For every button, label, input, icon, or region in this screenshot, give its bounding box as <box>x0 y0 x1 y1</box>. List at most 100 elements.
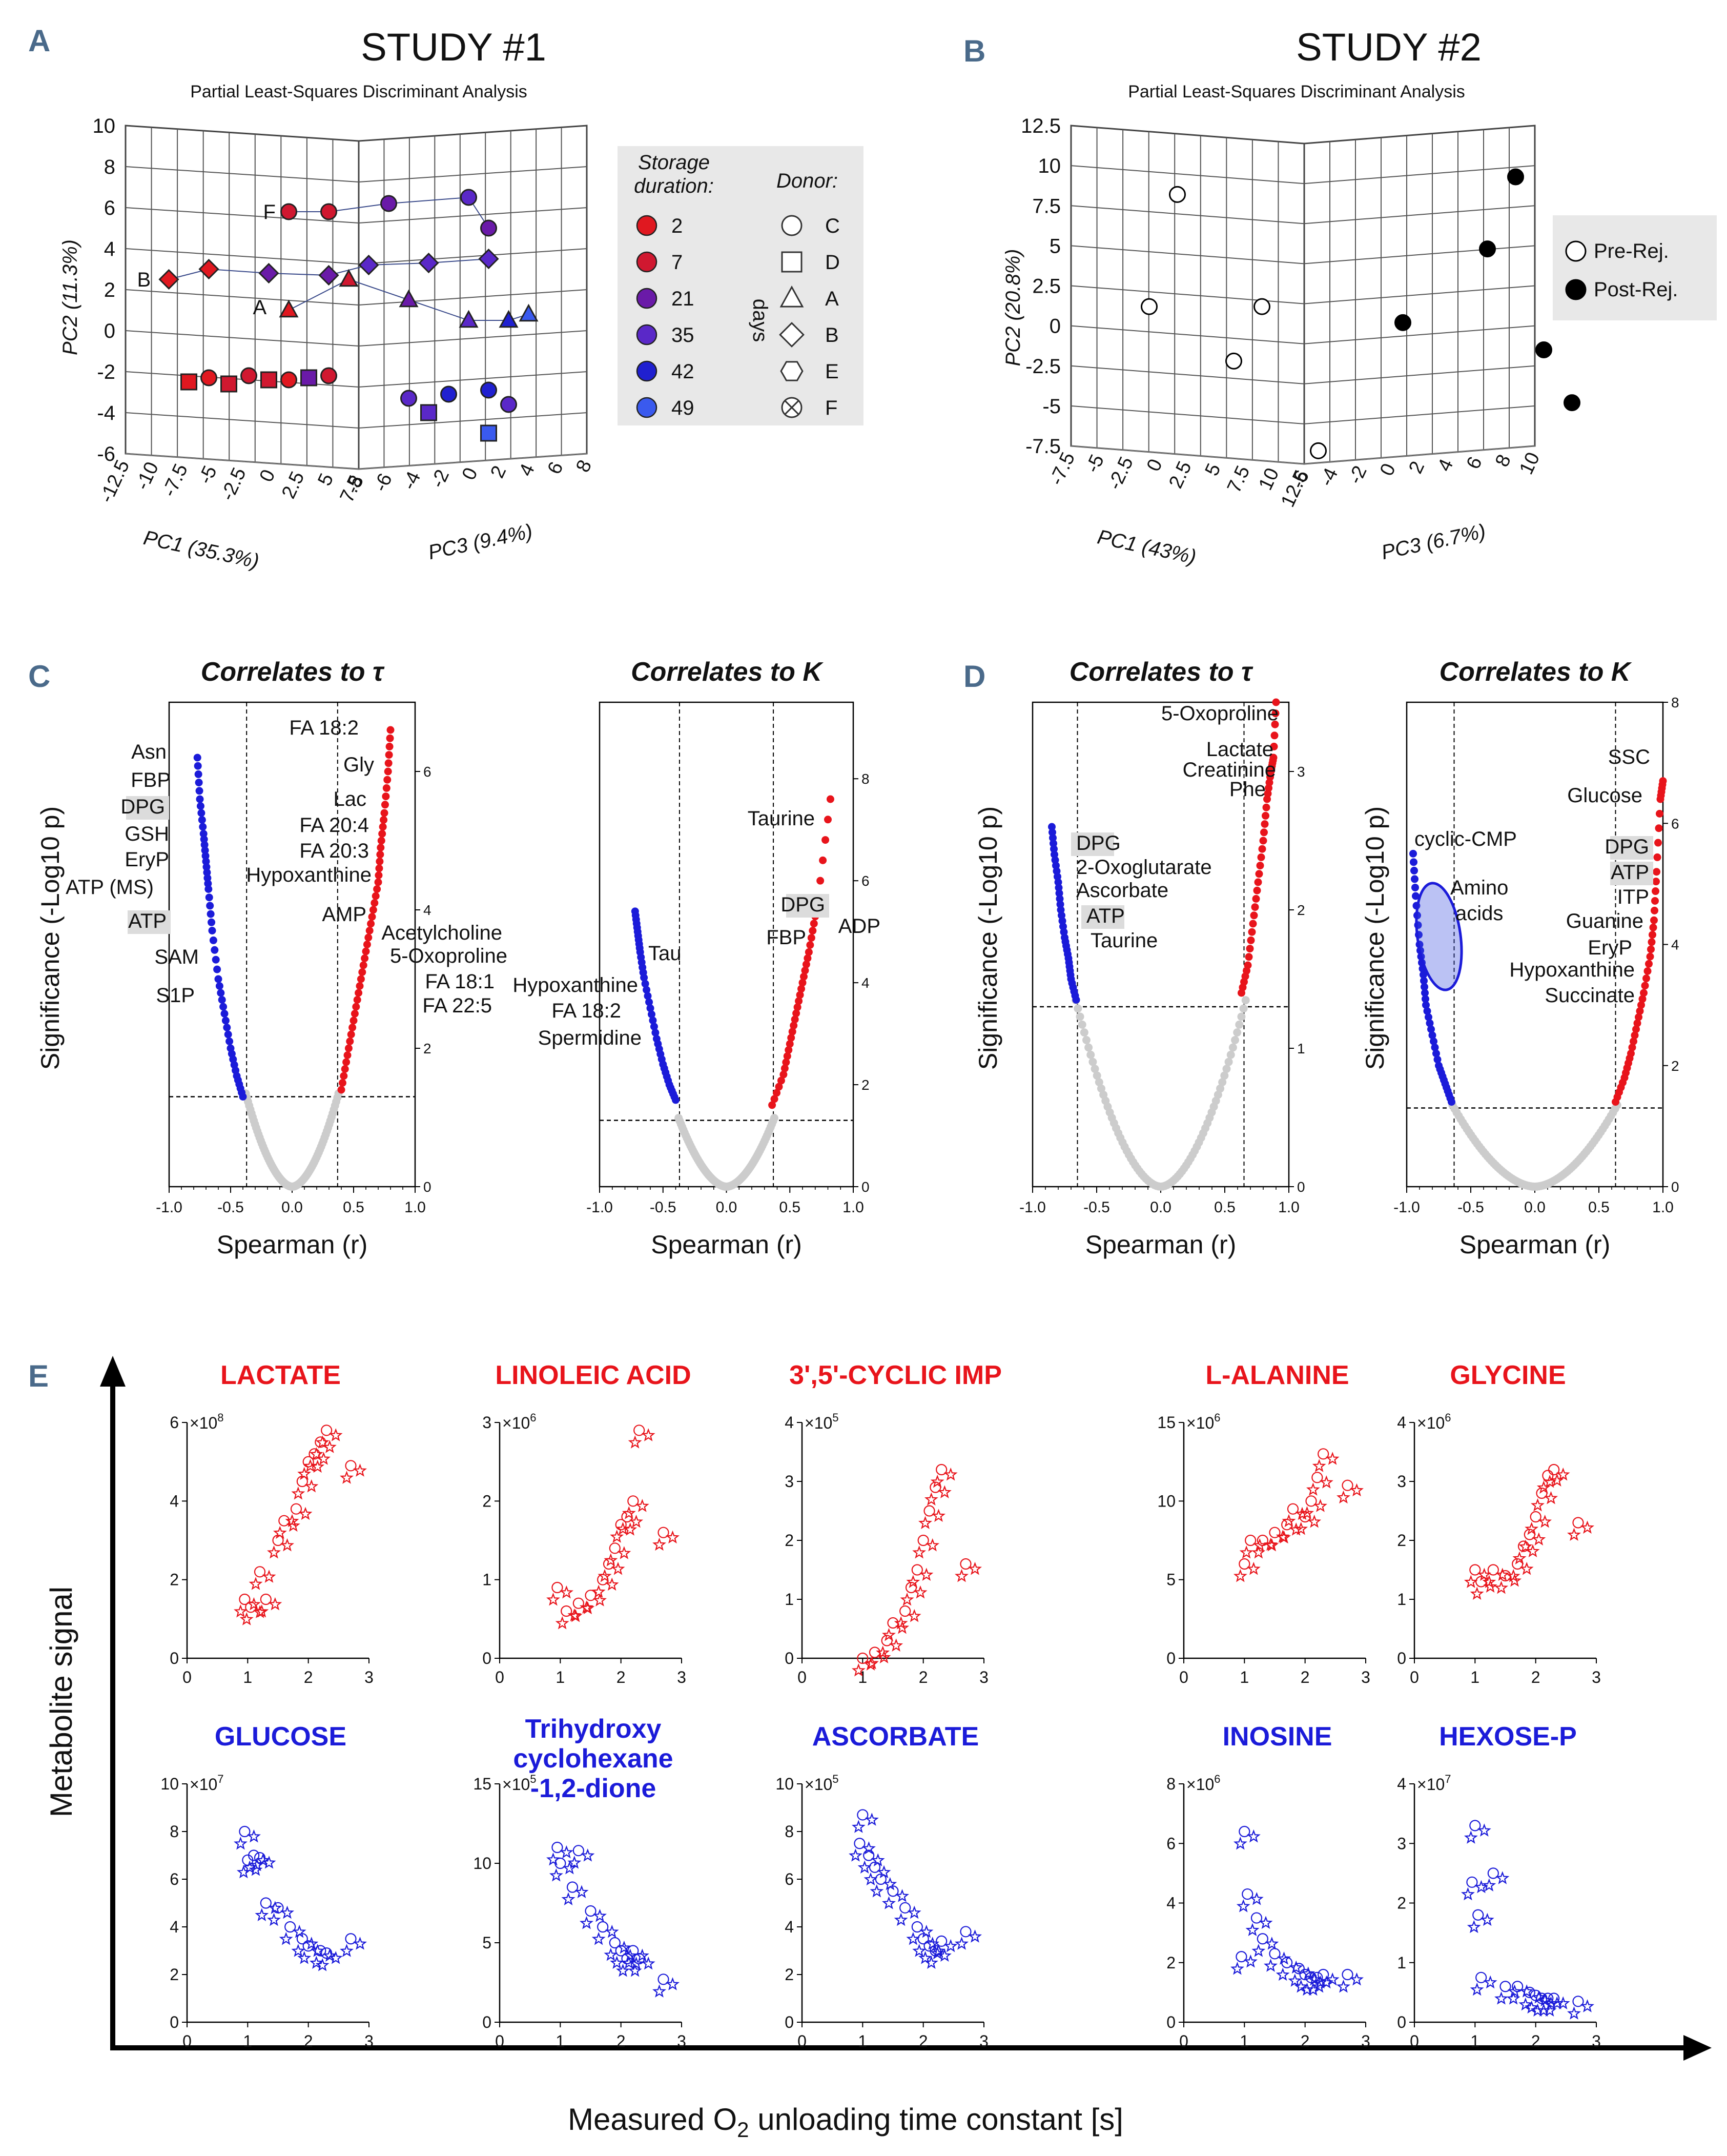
circle-marker <box>863 1849 875 1861</box>
negative-correlate-point <box>208 918 216 926</box>
circle-marker <box>1299 1968 1311 1981</box>
star-marker <box>918 1951 933 1964</box>
star-marker <box>1306 1482 1320 1496</box>
panel-c-kappa-title: Correlates to Κ <box>631 657 824 687</box>
star-marker <box>954 1937 969 1950</box>
star-marker <box>849 1848 862 1862</box>
negative-correlate-point <box>195 787 203 795</box>
star-marker <box>1506 1569 1520 1582</box>
panel-c-kappa-x-tick-label: 0.5 <box>779 1199 800 1216</box>
star-marker <box>340 1471 354 1484</box>
circle-marker <box>1472 1909 1484 1921</box>
positive-correlate-point <box>380 816 388 824</box>
negative-correlate-point <box>644 992 652 1000</box>
positive-correlate-point <box>386 734 394 742</box>
star-marker <box>279 1931 293 1945</box>
panel-e-bottom-1-multiplier-exp: 5 <box>530 1773 536 1785</box>
negative-correlate-point <box>205 893 213 902</box>
highlight-box <box>1610 836 1653 860</box>
panel-e-bottom-0-y-tick-label: 6 <box>170 1870 179 1888</box>
positive-correlate-point <box>341 1065 349 1073</box>
star-marker <box>1495 1871 1510 1884</box>
panel-d-tau-nonsig-point <box>1237 1012 1246 1021</box>
positive-correlate-point <box>807 934 815 942</box>
circle-marker <box>272 1534 284 1547</box>
panel-e-top-3-x-tick-label: 2 <box>1301 1668 1310 1686</box>
positive-correlate-point <box>1648 938 1656 946</box>
panel-d-tau-x-tick-label: 1.0 <box>1278 1199 1300 1216</box>
negative-correlate-point <box>194 770 202 778</box>
star-marker <box>1464 1830 1478 1844</box>
panel-e-x-label-subscript: 2 <box>737 2118 749 2142</box>
negative-correlate-point <box>196 795 204 803</box>
star-marker <box>610 1956 624 1969</box>
panel-e-top-2-x-tick-label: 3 <box>979 1668 989 1686</box>
positive-correlate-point <box>340 1072 348 1080</box>
negative-correlate-point <box>1425 1013 1432 1021</box>
panel-label-c: C <box>28 659 50 694</box>
positive-correlate-point <box>826 795 834 803</box>
panel-e-bottom-4-multiplier: ×107 <box>1417 1773 1451 1794</box>
panel-a-donor-c-point <box>500 396 517 413</box>
circle-marker <box>1239 1558 1250 1570</box>
positive-correlate-point <box>361 954 369 962</box>
panel-e-top-0-x-tick-label: 1 <box>243 1668 252 1686</box>
panel-e-x-label: Measured O2 unloading time constant [s] <box>568 2102 1123 2142</box>
panel-a-y-tick: 0 <box>104 320 115 342</box>
star-marker <box>604 1553 618 1567</box>
star-marker <box>1464 1575 1478 1588</box>
star-marker <box>931 1944 946 1957</box>
star-marker <box>280 1538 295 1552</box>
legend-storage-swatch <box>636 360 657 382</box>
panel-a-x-tick: -2.5 <box>217 464 251 504</box>
circle-marker <box>930 1945 941 1957</box>
star-marker <box>579 1916 594 1929</box>
circle-marker <box>1572 1517 1584 1529</box>
panel-e-top-1-y-tick-label: 0 <box>482 1649 491 1667</box>
panel-b-y-tick: 10 <box>1038 155 1061 177</box>
positive-correlate-point <box>1646 952 1654 961</box>
panel-a-donor-c-point <box>400 390 417 407</box>
star-marker <box>1350 1483 1364 1497</box>
panel-c-tau-label: DPG <box>120 796 165 818</box>
panel-e-top-2-x-tick-label: 0 <box>797 1668 807 1686</box>
circle-marker <box>345 1933 357 1945</box>
panel-e-top-4-y-tick-label: 1 <box>1397 1590 1406 1609</box>
circle-marker <box>1287 1503 1299 1515</box>
circle-marker <box>254 1566 266 1578</box>
star-marker <box>851 1820 866 1833</box>
panel-e-top-1-multiplier-exp: 6 <box>530 1411 536 1424</box>
negative-correlate-point <box>209 936 217 944</box>
positive-correlate-point <box>384 767 392 776</box>
panel-e-top-3-y-tick-label: 10 <box>1157 1492 1176 1510</box>
positive-correlate-point <box>1641 982 1649 990</box>
positive-correlate-point <box>1272 698 1280 706</box>
circle-marker <box>1305 1971 1317 1983</box>
panel-e-top-2-x-tick-label: 2 <box>919 1668 928 1686</box>
circle-marker <box>239 1593 251 1605</box>
panel-e-bottom-1-x-tick-label: 0 <box>495 2032 504 2050</box>
panel-e-top-1-multiplier: ×106 <box>502 1411 537 1432</box>
star-marker <box>1288 1974 1302 1987</box>
panel-a-floor-grid <box>358 453 587 470</box>
panel-a-z-tick: -4 <box>398 469 425 493</box>
panel-e-bottom-1-y-tick-label: 15 <box>473 1775 491 1793</box>
legend-storage-label: 49 <box>671 397 694 419</box>
star-marker <box>862 1841 876 1855</box>
panel-d-kappa-label: cyclic-CMP <box>1414 828 1517 850</box>
panel-c-tau-label: Acetylcholine <box>381 922 502 944</box>
panel-e-bottom-2-y-tick-label: 0 <box>785 2013 794 2031</box>
panel-a-y-tick: 10 <box>93 115 116 137</box>
panel-e-bottom-3-x-tick-label: 0 <box>1179 2032 1188 2050</box>
star-marker <box>924 1956 938 1969</box>
positive-correlate-point <box>788 1028 796 1036</box>
positive-correlate-point <box>347 1030 355 1039</box>
positive-correlate-point <box>1650 916 1658 924</box>
panel-e-bottom-1-y-tick-label: 0 <box>482 2013 491 2031</box>
star-marker <box>562 1861 577 1875</box>
legend-donor-label: B <box>825 324 839 347</box>
panel-e-bottom-2-x-tick-label: 2 <box>919 2032 928 2050</box>
legend-post-rej-swatch <box>1565 279 1587 300</box>
star-marker <box>1294 1521 1308 1535</box>
panel-d-kappa-label: SSC <box>1608 746 1650 768</box>
